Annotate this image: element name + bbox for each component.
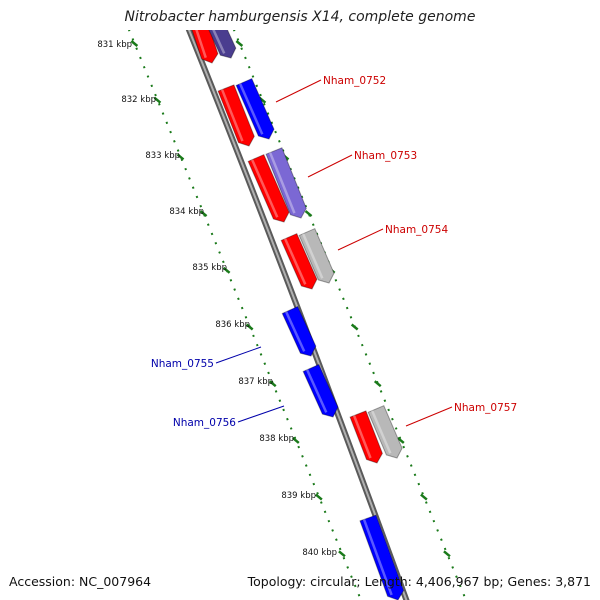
scale-tick-mark xyxy=(222,266,231,274)
outer-tick-mark xyxy=(304,210,313,218)
scale-tick-mark xyxy=(338,550,346,558)
gene-block-cog[interactable] xyxy=(235,77,275,140)
gene-callout-line xyxy=(307,154,353,178)
outer-tick-mark xyxy=(397,436,405,444)
genome-summary-text: Topology: circular; Length: 4,406,967 bp… xyxy=(247,574,591,589)
gene-labels: Nham_0752 Nham_0753 Nham_0754 Nham_0755 … xyxy=(151,75,517,429)
gene-highlight xyxy=(370,410,392,454)
outer-ruler-line xyxy=(232,30,468,600)
gene-highlight xyxy=(195,30,207,59)
gene-block-reverse[interactable] xyxy=(281,305,317,357)
gene-callout-line xyxy=(237,405,285,423)
gene-label-nham-0755[interactable]: Nham_0755 xyxy=(151,358,214,370)
scale-tick-label: 835 kbp xyxy=(192,263,227,273)
scale-tick-mark xyxy=(245,323,254,331)
scale-tick-mark xyxy=(176,153,185,161)
scale-tick-mark xyxy=(315,493,323,501)
gene-highlight xyxy=(283,238,307,285)
gene-callout-line xyxy=(215,346,262,364)
gene-label-nham-0757[interactable]: Nham_0757 xyxy=(454,402,517,414)
scale-tick-mark xyxy=(268,380,277,388)
gene-block-cog[interactable] xyxy=(298,227,335,284)
scale-tick-label: 834 kbp xyxy=(169,207,204,217)
outer-tick-mark xyxy=(420,493,428,501)
gene-highlight xyxy=(220,89,244,142)
gene-highlight xyxy=(301,233,324,279)
outer-tick-mark xyxy=(443,550,451,558)
gene-highlight xyxy=(362,519,393,596)
scale-tick-mark xyxy=(130,40,139,47)
map-title: Nitrobacter hamburgensis X14, complete g… xyxy=(124,9,476,25)
gene-highlight xyxy=(212,30,226,54)
gene-callout-line xyxy=(275,79,322,103)
gene-highlight xyxy=(284,311,306,352)
gene-block-reverse[interactable] xyxy=(359,514,405,600)
gene-block-cog[interactable] xyxy=(367,405,403,459)
scale-tick-mark xyxy=(292,436,300,444)
gene-label-nham-0752[interactable]: Nham_0752 xyxy=(323,75,386,87)
gene-label-nham-0756[interactable]: Nham_0756 xyxy=(173,417,236,429)
gene-label-nham-0753[interactable]: Nham_0753 xyxy=(354,150,417,162)
scale-tick-label: 832 kbp xyxy=(121,95,156,105)
gene-highlight xyxy=(305,369,328,413)
gene-features xyxy=(187,9,405,600)
outer-tick-mark xyxy=(373,380,382,388)
scale-tick-label: 839 kbp xyxy=(281,491,316,501)
scale-tick-label: 833 kbp xyxy=(145,151,180,161)
scale-tick-label: 836 kbp xyxy=(215,320,250,330)
scale-tick-marks xyxy=(130,40,346,558)
gene-block-forward[interactable] xyxy=(280,232,318,290)
gene-highlight xyxy=(268,152,296,214)
gene-block-forward[interactable] xyxy=(349,410,383,464)
gene-highlight xyxy=(238,83,264,135)
gene-block-forward[interactable] xyxy=(187,9,219,64)
outer-tick-mark xyxy=(350,323,359,331)
scale-tick-label: 837 kbp xyxy=(238,377,273,387)
scale-tick-mark xyxy=(153,96,162,104)
gene-callout-line xyxy=(405,406,453,427)
outer-tick-mark xyxy=(235,40,244,47)
gene-block-reverse[interactable] xyxy=(302,363,339,418)
gene-callout-lines xyxy=(215,79,453,427)
gene-block-forward[interactable] xyxy=(247,153,290,223)
scale-ruler-line xyxy=(127,30,363,600)
gene-callout-line xyxy=(337,228,384,251)
scale-tick-label: 831 kbp xyxy=(97,40,132,50)
gene-label-nham-0754[interactable]: Nham_0754 xyxy=(385,224,448,236)
accession-text: Accession: NC_007964 xyxy=(9,574,152,589)
gene-block-cog[interactable] xyxy=(265,147,307,219)
gene-highlight xyxy=(250,159,279,218)
scale-tick-mark xyxy=(199,210,208,218)
gene-block-cog[interactable] xyxy=(202,9,237,59)
scale-tick-labels: 831 kbp 832 kbp 833 kbp 834 kbp 835 kbp … xyxy=(97,40,337,558)
scale-tick-label: 840 kbp xyxy=(302,548,337,558)
gene-highlight xyxy=(352,415,372,459)
scale-tick-label: 838 kbp xyxy=(259,434,294,444)
gene-block-forward[interactable] xyxy=(217,84,255,147)
